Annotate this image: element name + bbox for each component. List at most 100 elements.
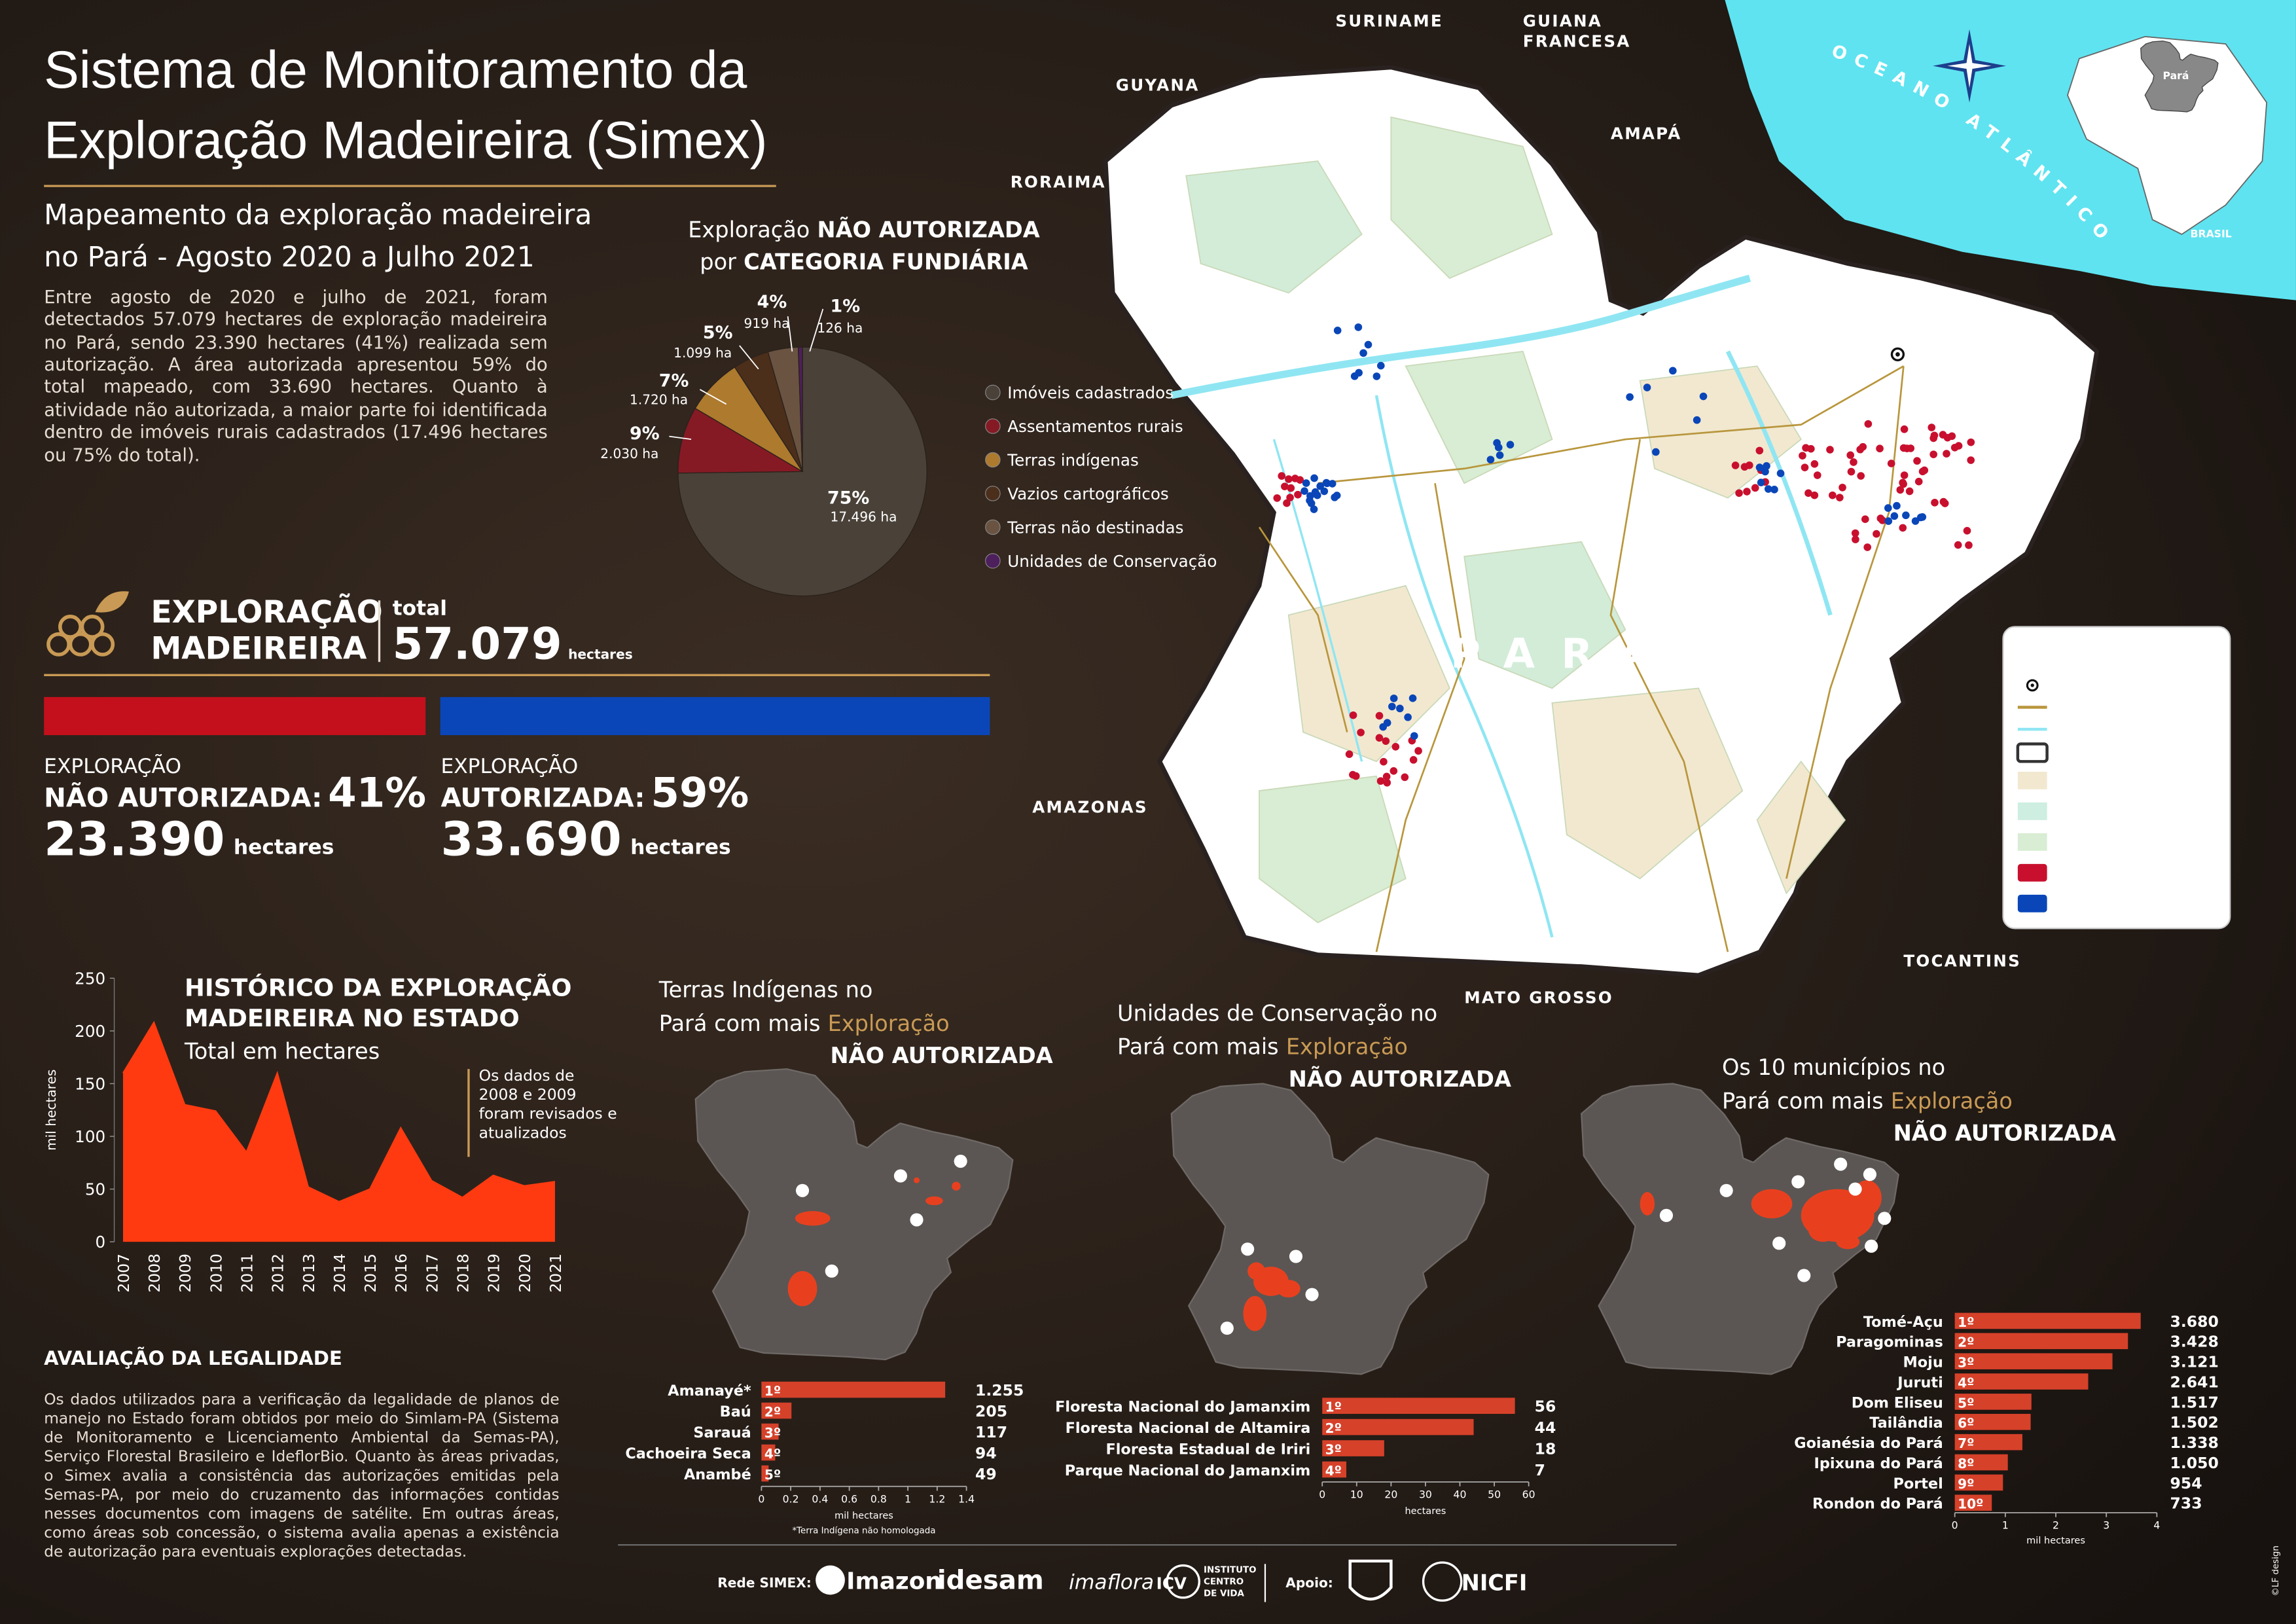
category-label: Rondon do Pará xyxy=(1812,1496,1943,1513)
map-dot xyxy=(1354,323,1363,331)
map-dot xyxy=(1300,487,1308,496)
inset-patch xyxy=(1243,1295,1267,1331)
chart-title: NÃO AUTORIZADA xyxy=(831,1042,1053,1068)
map-dot xyxy=(1850,458,1857,466)
x-tick-label: 2010 xyxy=(207,1254,225,1293)
value-label: 205 xyxy=(975,1402,1007,1420)
map-marker-label: 2 xyxy=(829,1267,835,1277)
map-dot xyxy=(1903,444,1911,452)
map-dot xyxy=(1954,442,1963,450)
map-dot xyxy=(1802,444,1810,452)
map-dot xyxy=(1846,451,1855,460)
map-dot xyxy=(1643,384,1651,391)
rank-label: 8º xyxy=(1958,1456,1974,1471)
map-dot xyxy=(1770,486,1778,494)
intro: Entre agosto de 2020 e julho de 2021, fo… xyxy=(44,287,548,465)
map-dot xyxy=(1669,367,1677,375)
value-label: 1.720 ha xyxy=(630,391,688,407)
map-dot xyxy=(1967,456,1975,464)
inset-region-label: LEGAL xyxy=(2149,137,2185,149)
map-dot xyxy=(1735,489,1743,497)
map-dot xyxy=(1408,694,1417,702)
rank-label: 4º xyxy=(1325,1463,1342,1479)
category-label: Cachoeira Seca xyxy=(625,1445,751,1462)
credit: ©LF design xyxy=(2271,1545,2281,1596)
inset-patch xyxy=(1640,1192,1655,1216)
legend-label: Assentamentos rurais xyxy=(1007,417,1183,436)
value-label: 1.517 xyxy=(2170,1393,2219,1411)
map-dot xyxy=(1376,361,1385,370)
value-label: 3.121 xyxy=(2170,1353,2219,1371)
logo-mark xyxy=(816,1565,845,1595)
percent-label: 4% xyxy=(757,292,787,312)
split-unit: hectares xyxy=(234,835,334,859)
value-label: 919 ha xyxy=(744,316,790,331)
split-bar xyxy=(440,696,990,736)
inset-region-label: AMAZÔNIA xyxy=(2136,125,2198,137)
map-dot xyxy=(1404,713,1412,721)
map-marker xyxy=(1834,1157,1848,1171)
map-dot xyxy=(1372,372,1381,380)
map-dot xyxy=(1699,392,1708,401)
category-label: Paragominas xyxy=(1836,1334,1943,1351)
map-dot xyxy=(1316,482,1324,490)
value-label: 2.641 xyxy=(2170,1373,2219,1391)
map-marker xyxy=(1863,1168,1876,1182)
chart-subtitle: Total em hectares xyxy=(184,1038,380,1064)
map-dot xyxy=(1652,448,1660,456)
value-label: 954 xyxy=(2170,1474,2202,1492)
inset-patch xyxy=(914,1177,920,1183)
rank-label: 3º xyxy=(1958,1355,1974,1371)
legend-label: Terras indígenas xyxy=(1007,450,1139,469)
map-dot xyxy=(1390,767,1398,775)
map-dot xyxy=(1852,535,1859,543)
map-marker xyxy=(1289,1250,1303,1263)
rank-label: 9º xyxy=(1958,1476,1974,1492)
map-dot xyxy=(1943,450,1950,458)
map-dot xyxy=(1364,340,1372,349)
legend-label: Exploração autorizada xyxy=(2056,897,2195,911)
map-dot xyxy=(1320,487,1329,496)
inset-patch xyxy=(1247,1262,1265,1280)
map-dot xyxy=(1764,485,1772,493)
inset-patch xyxy=(925,1196,943,1206)
map-dot xyxy=(1328,480,1336,488)
map-dot xyxy=(1331,494,1338,501)
x-tick-label: 20 xyxy=(1384,1489,1397,1501)
legend-label: Vazios cartográficos xyxy=(1007,484,1168,503)
region-label: TOCANTINS xyxy=(1903,952,2021,971)
map-marker xyxy=(825,1264,838,1278)
area-fill xyxy=(122,1022,555,1242)
map-dot xyxy=(1743,488,1751,496)
logo-icon xyxy=(46,591,129,657)
map-dot xyxy=(1494,443,1503,452)
legend-symbol xyxy=(2017,833,2047,851)
map-dot xyxy=(1929,450,1937,458)
category-label: Juruti xyxy=(1896,1374,1943,1391)
map-dot xyxy=(1829,491,1837,499)
category-label: Moju xyxy=(1903,1354,1943,1371)
legend-swatch xyxy=(985,452,1001,468)
rank-label: 5º xyxy=(1958,1395,1974,1411)
map-marker-label: 9 xyxy=(1723,1186,1730,1197)
map-dot xyxy=(1506,441,1515,449)
map-dot xyxy=(1273,494,1282,502)
category-label: Tomé-Açu xyxy=(1863,1314,1943,1331)
rank-label: 3º xyxy=(1325,1441,1342,1457)
x-tick-label: 0 xyxy=(1952,1519,1958,1532)
map-marker xyxy=(893,1169,907,1183)
split-caption: EXPLORAÇÃO xyxy=(440,753,578,778)
region-label: RORAIMA xyxy=(1011,172,1106,191)
value-label: 1.502 xyxy=(2170,1413,2219,1432)
map-dot xyxy=(1864,420,1873,428)
map-dot xyxy=(1496,451,1504,460)
annotation: atualizados xyxy=(479,1123,567,1142)
chart-title: NÃO AUTORIZADA xyxy=(1893,1120,2116,1146)
split-value: 33.690 xyxy=(440,812,621,866)
inset-patch xyxy=(1808,1218,1838,1242)
bar xyxy=(1322,1461,1347,1478)
map-dot xyxy=(1943,433,1952,442)
map-dot xyxy=(1899,524,1907,532)
map-dot xyxy=(1965,541,1973,549)
